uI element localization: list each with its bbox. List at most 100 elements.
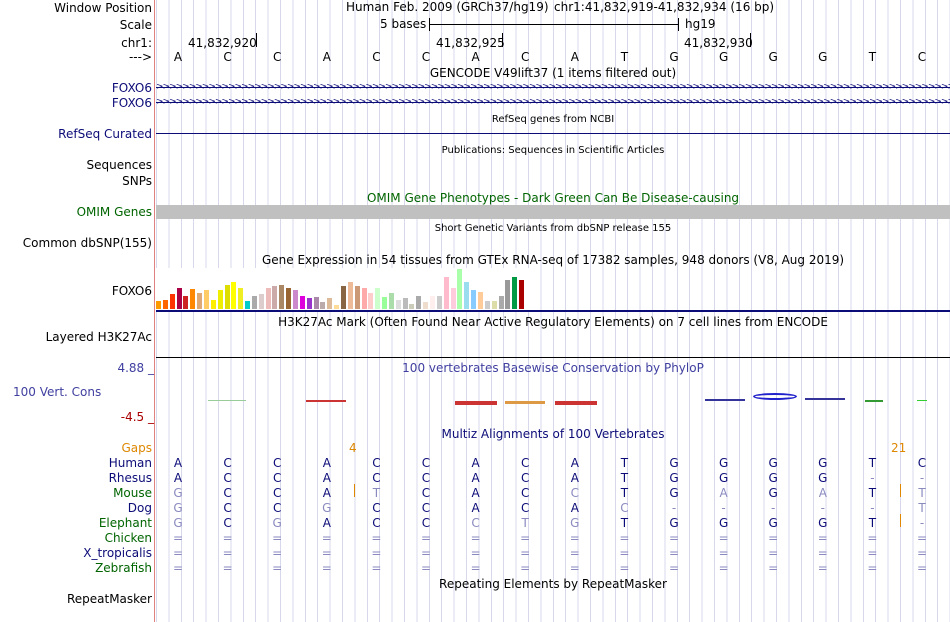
repeatmasker-label[interactable]: RepeatMasker xyxy=(66,592,152,606)
gtex-label[interactable]: FOXO6 xyxy=(111,284,152,298)
gtex-tissue-bar[interactable] xyxy=(190,289,196,309)
gtex-tissue-bar[interactable] xyxy=(299,296,305,309)
gtex-tissue-bar[interactable] xyxy=(340,286,346,309)
gtex-tissue-bar[interactable] xyxy=(484,301,490,309)
cons-min: -4.5 _ xyxy=(120,410,154,424)
refseq-feature[interactable] xyxy=(156,133,950,134)
gtex-tissue-bar[interactable] xyxy=(423,302,429,309)
gtex-tissue-bar[interactable] xyxy=(409,304,415,309)
gtex-tissue-bar[interactable] xyxy=(457,269,463,309)
gtex-tissue-bar[interactable] xyxy=(334,305,340,309)
gtex-tissue-bar[interactable] xyxy=(183,296,189,309)
gtex-tissue-bar[interactable] xyxy=(258,294,264,309)
gtex-tissue-bar[interactable] xyxy=(402,298,408,309)
gtex-tissue-bar[interactable] xyxy=(491,301,497,309)
omim-label[interactable]: OMIM Genes xyxy=(76,205,152,219)
gtex-tissue-bar[interactable] xyxy=(217,290,223,309)
omim-feature[interactable] xyxy=(156,205,950,219)
assembly-title: Human Feb. 2009 (GRCh37/hg19) xyxy=(346,0,549,14)
base-letter: G xyxy=(718,50,729,64)
base-letter: A xyxy=(471,50,480,64)
h3k27ac-label[interactable]: Layered H3K27Ac xyxy=(45,330,152,344)
gtex-tissue-bar[interactable] xyxy=(245,301,251,309)
species-label[interactable]: Rhesus xyxy=(108,471,152,485)
gencode-item-label[interactable]: FOXO6 xyxy=(111,96,152,110)
tick-label: 41,832,925 xyxy=(436,36,505,50)
gtex-tissue-bar[interactable] xyxy=(197,293,203,309)
aligned-base: C xyxy=(917,456,927,470)
gtex-tissue-bar[interactable] xyxy=(443,277,449,309)
snps-label[interactable]: SNPs xyxy=(122,174,152,188)
gtex-tissue-bar[interactable] xyxy=(388,293,394,309)
aligned-base: = xyxy=(222,561,233,575)
gtex-tissue-bar[interactable] xyxy=(203,290,209,309)
gtex-tissue-bar[interactable] xyxy=(265,288,271,309)
gtex-tissue-bar[interactable] xyxy=(327,298,333,309)
tick-label: 41,832,920 xyxy=(188,36,257,50)
gencode-item-label[interactable]: FOXO6 xyxy=(111,81,152,95)
base-letter: C xyxy=(372,50,381,64)
gtex-tissue-bar[interactable] xyxy=(320,302,326,309)
gtex-tissue-bar[interactable] xyxy=(251,296,257,309)
gtex-tissue-bar[interactable] xyxy=(156,301,161,309)
aligned-base: G xyxy=(718,471,729,485)
gtex-tissue-bar[interactable] xyxy=(430,296,435,309)
gtex-tissue-bar[interactable] xyxy=(231,282,237,309)
gtex-tissue-bar[interactable] xyxy=(512,277,518,309)
dbsnp-label[interactable]: Common dbSNP(155) xyxy=(22,236,152,250)
omim-title: OMIM Gene Phenotypes - Dark Green Can Be… xyxy=(366,191,740,205)
gtex-tissue-bar[interactable] xyxy=(375,288,381,309)
species-label[interactable]: Human xyxy=(108,456,152,470)
gtex-tissue-bar[interactable] xyxy=(210,300,216,309)
gtex-tissue-bar[interactable] xyxy=(238,288,244,309)
base-letter: T xyxy=(620,50,629,64)
gtex-tissue-bar[interactable] xyxy=(313,297,319,309)
gtex-tissue-bar[interactable] xyxy=(293,290,298,309)
aligned-base: G xyxy=(173,516,183,530)
aligned-base: C xyxy=(421,486,431,500)
gtex-tissue-bar[interactable] xyxy=(416,296,422,309)
gtex-tissue-bar[interactable] xyxy=(464,282,470,309)
gtex-tissue-bar[interactable] xyxy=(224,285,230,309)
refseq-label[interactable]: RefSeq Curated xyxy=(58,127,152,141)
gtex-tissue-bar[interactable] xyxy=(162,300,168,309)
gtex-tissue-bar[interactable] xyxy=(498,296,504,309)
gtex-tissue-bar[interactable] xyxy=(368,293,374,309)
gtex-tissue-bar[interactable] xyxy=(477,292,483,309)
gtex-tissue-bar[interactable] xyxy=(272,286,278,309)
gtex-tissue-bar[interactable] xyxy=(286,288,292,309)
gencode-feature[interactable]: >>>>>>>>>>>>>>>>>>>>>>>>>>>>>>>>>>>>>>>>… xyxy=(156,99,950,107)
gtex-tissue-bar[interactable] xyxy=(306,298,312,309)
aligned-base: = xyxy=(172,561,184,575)
gencode-feature[interactable]: >>>>>>>>>>>>>>>>>>>>>>>>>>>>>>>>>>>>>>>>… xyxy=(156,84,950,92)
gtex-tissue-bar[interactable] xyxy=(176,288,182,309)
gtex-tissue-bar[interactable] xyxy=(169,294,175,309)
gtex-tissue-bar[interactable] xyxy=(471,290,477,309)
gtex-tissue-bar[interactable] xyxy=(382,297,388,309)
gtex-tissue-bar[interactable] xyxy=(279,285,285,309)
gtex-tissue-bar[interactable] xyxy=(450,288,456,309)
h3k27ac-baseline xyxy=(156,357,950,358)
gtex-tissue-bar[interactable] xyxy=(505,280,511,309)
species-label[interactable]: X_tropicalis xyxy=(83,546,152,560)
species-label[interactable]: Elephant xyxy=(98,516,152,530)
gtex-tissue-bar[interactable] xyxy=(395,300,401,309)
gtex-tissue-bar[interactable] xyxy=(519,280,525,309)
aligned-base: = xyxy=(272,531,283,545)
gtex-tissue-bar[interactable] xyxy=(354,286,360,309)
gtex-tissue-bar[interactable] xyxy=(347,282,353,309)
cons-label[interactable]: 100 Vert. Cons xyxy=(13,385,102,399)
gtex-tissue-bar[interactable] xyxy=(361,288,367,309)
species-label[interactable]: Mouse xyxy=(113,486,152,500)
aligned-base: = xyxy=(420,531,432,545)
position-text[interactable]: chr1:41,832,919-41,832,934 (16 bp) xyxy=(554,0,775,14)
gtex-tissue-bar[interactable] xyxy=(436,296,442,309)
cons-mark xyxy=(917,400,927,401)
sequences-label[interactable]: Sequences xyxy=(86,158,152,172)
aligned-base: = xyxy=(321,531,332,545)
species-label[interactable]: Zebrafish xyxy=(95,561,152,575)
aligned-base: = xyxy=(718,531,729,545)
species-label[interactable]: Dog xyxy=(127,501,152,515)
species-label[interactable]: Chicken xyxy=(104,531,152,545)
aligned-base: C xyxy=(223,501,232,515)
